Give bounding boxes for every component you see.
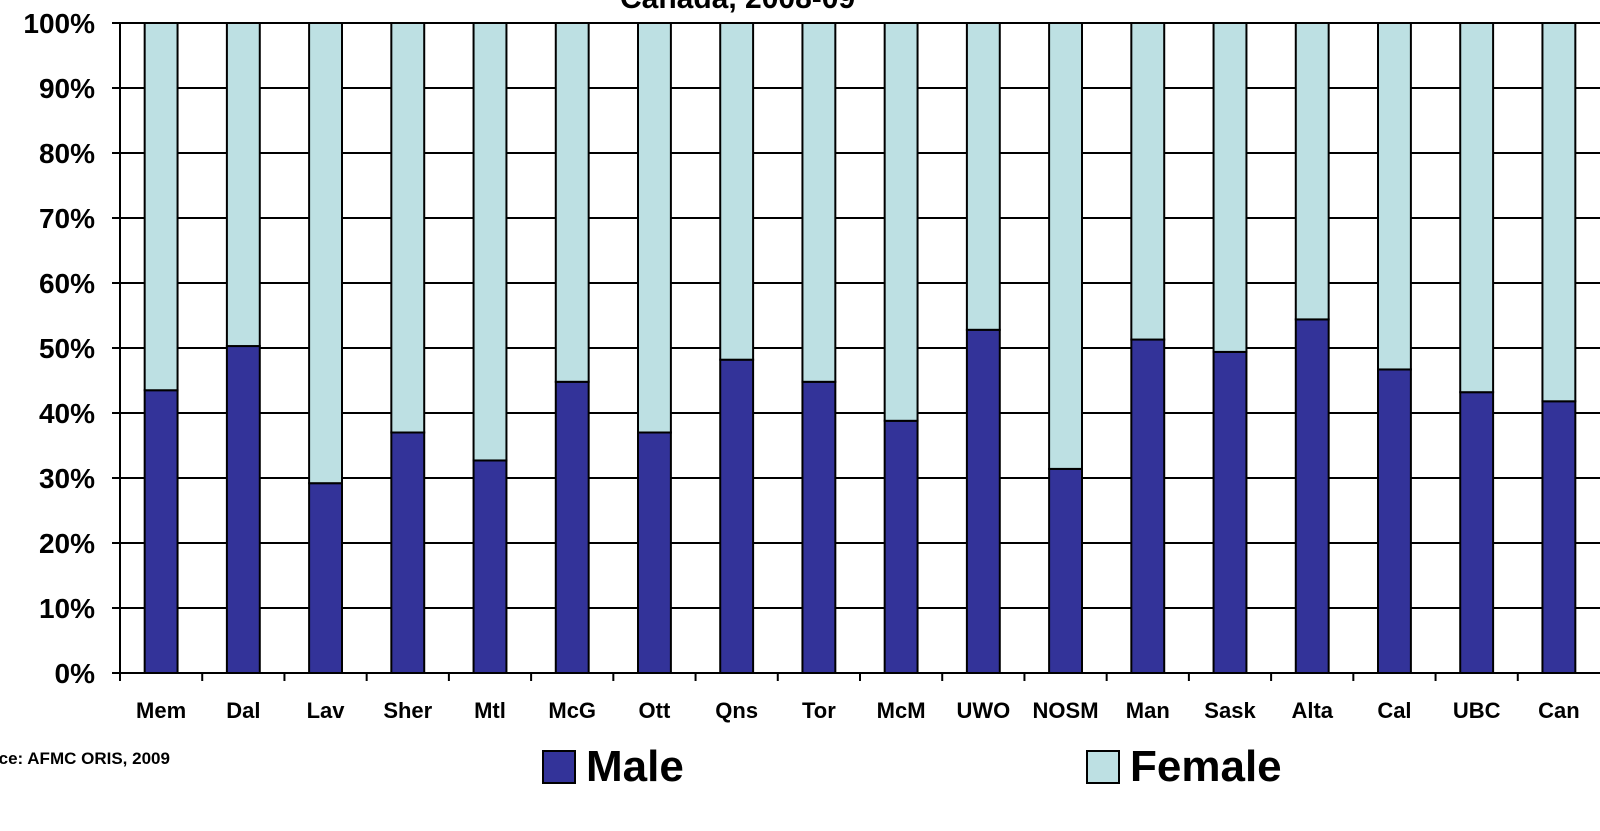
bar-male-mcm — [883, 419, 919, 674]
bar-female-dal — [225, 22, 261, 348]
bar-female-lav — [308, 22, 344, 485]
source-note: rce: AFMC ORIS, 2009 — [0, 749, 170, 768]
bar-male-lav — [308, 482, 344, 675]
bar-male-uwo — [965, 328, 1001, 674]
y-tick-label: 10% — [39, 593, 95, 624]
x-tick-label: Alta — [1291, 698, 1333, 723]
bar-female-ott — [637, 22, 672, 434]
x-tick-label: Can — [1538, 698, 1580, 723]
bar-female-qns — [719, 22, 755, 361]
bar-female-cal — [1377, 22, 1412, 371]
bar-male-tor — [801, 380, 837, 674]
x-tick-label: Man — [1126, 698, 1170, 723]
y-tick-label: 60% — [39, 268, 95, 299]
chart-title: Canada, 2008-09 — [620, 0, 855, 16]
x-tick-label: McM — [877, 698, 926, 723]
axes — [112, 22, 1600, 681]
y-tick-label: 0% — [55, 658, 96, 689]
x-tick-label: UBC — [1453, 698, 1501, 723]
legend-swatch-female — [1086, 750, 1120, 784]
bar-female-sask — [1212, 22, 1248, 353]
bar-male-mtl — [472, 459, 508, 675]
x-tick-labels: Mem Dal Lav Sher Mtl McG Ott Qns Tor McM UWO NOSM Ma… — [136, 698, 1580, 723]
bar-female-mcm — [883, 22, 919, 422]
bar-male-man — [1130, 338, 1166, 674]
bar-male-mem — [143, 389, 179, 674]
x-tick-label: Mtl — [474, 698, 506, 723]
legend-item-female: Female — [1086, 742, 1282, 792]
x-tick-label: Cal — [1377, 698, 1411, 723]
bar-male-ubc — [1459, 391, 1495, 674]
bars — [143, 22, 1577, 675]
x-tick-label: NOSM — [1033, 698, 1099, 723]
bar-female-uwo — [965, 22, 1001, 331]
y-tick-label: 20% — [39, 528, 95, 559]
y-tick-label: 80% — [39, 138, 95, 169]
x-tick-label: Sher — [383, 698, 432, 723]
bar-female-ubc — [1459, 22, 1495, 394]
bar-male-qns — [719, 358, 755, 674]
x-tick-label: Sask — [1204, 698, 1256, 723]
x-tick-label: Qns — [715, 698, 758, 723]
bar-female-mtl — [472, 22, 508, 462]
bar-male-can — [1541, 400, 1577, 674]
y-tick-label: 90% — [39, 73, 95, 104]
bar-female-nosm — [1048, 22, 1083, 470]
x-tick-label: Ott — [639, 698, 671, 723]
bar-female-alta — [1294, 22, 1330, 321]
legend-label-female: Female — [1130, 742, 1282, 791]
y-tick-label: 50% — [39, 333, 95, 364]
y-tick-label: 40% — [39, 398, 95, 429]
bar-female-sher — [390, 22, 426, 434]
x-tick-label: Lav — [307, 698, 346, 723]
x-tick-label: Dal — [226, 698, 260, 723]
x-tick-label: Tor — [802, 698, 836, 723]
x-tick-label: McG — [548, 698, 596, 723]
bar-male-ott — [637, 431, 672, 674]
legend-label-male: Male — [586, 742, 684, 791]
bar-male-sask — [1212, 350, 1248, 674]
bar-female-man — [1130, 22, 1166, 341]
bar-female-mcg — [554, 22, 590, 383]
x-tick-label: UWO — [956, 698, 1010, 723]
bar-male-cal — [1377, 368, 1412, 674]
bar-male-dal — [225, 345, 261, 674]
bar-female-mem — [143, 22, 179, 392]
y-tick-label: 100% — [23, 8, 95, 39]
bar-male-nosm — [1048, 467, 1083, 674]
bar-female-can — [1541, 22, 1577, 403]
bar-male-alta — [1294, 318, 1330, 674]
y-tick-label: 70% — [39, 203, 95, 234]
legend-swatch-male — [542, 750, 576, 784]
bar-male-sher — [390, 431, 426, 674]
bar-female-tor — [801, 22, 837, 383]
x-tick-label: Mem — [136, 698, 186, 723]
bar-male-mcg — [554, 380, 590, 674]
y-tick-label: 30% — [39, 463, 95, 494]
legend-item-male: Male — [542, 742, 684, 792]
y-tick-labels: 0% 10% 20% 30% 40% 50% 60% 70% 80% 90% 100% — [23, 8, 95, 689]
